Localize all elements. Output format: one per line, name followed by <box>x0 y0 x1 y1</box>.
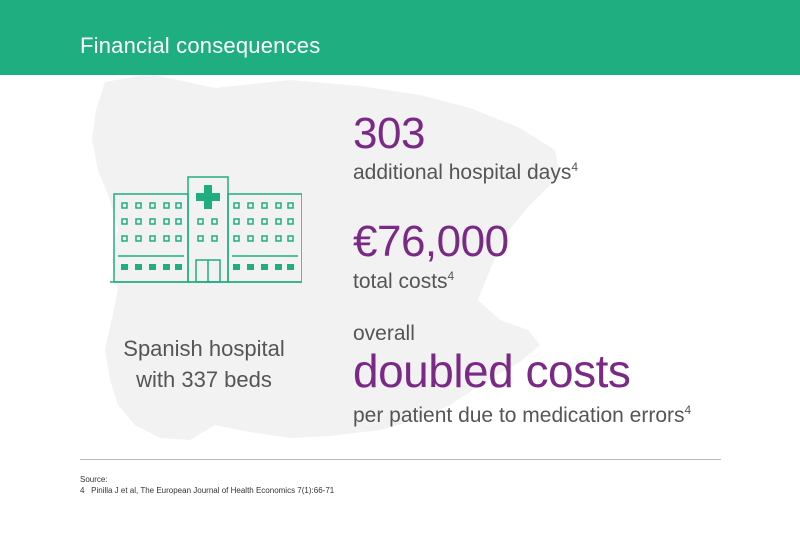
stat-doubled-costs-label: per patient due to medication errors4 <box>353 403 691 428</box>
stat-doubled-costs-value: doubled costs <box>353 345 631 397</box>
footer-divider <box>80 459 721 460</box>
stat-hospital-days-label: additional hospital days4 <box>353 160 578 185</box>
source-block: Source: 4 Pinilla J et al, The European … <box>80 474 334 496</box>
stat-hospital-days-value: 303 <box>353 109 425 158</box>
stat-hospital-days-label-text: additional hospital days <box>353 161 572 184</box>
source-reference: 4 Pinilla J et al, The European Journal … <box>80 486 335 495</box>
footnote-ref: 4 <box>684 403 692 417</box>
stat-overall-prefix: overall <box>353 322 415 345</box>
header-bar: Financial consequences <box>0 0 800 75</box>
hospital-icon <box>110 176 302 283</box>
stat-doubled-costs-label-text: per patient due to medication errors <box>353 404 685 427</box>
footnote-ref: 4 <box>447 269 455 283</box>
stat-total-costs-label: total costs4 <box>353 269 454 294</box>
footnote-ref: 4 <box>571 160 579 174</box>
page-title: Financial consequences <box>80 33 321 58</box>
stat-total-costs-value: €76,000 <box>353 217 509 266</box>
caption-line-2: with 337 beds <box>136 367 272 392</box>
stat-total-costs-label-text: total costs <box>353 270 448 293</box>
hospital-caption: Spanish hospital with 337 beds <box>100 333 308 395</box>
source-heading: Source: <box>80 475 108 484</box>
caption-line-1: Spanish hospital <box>123 336 285 361</box>
